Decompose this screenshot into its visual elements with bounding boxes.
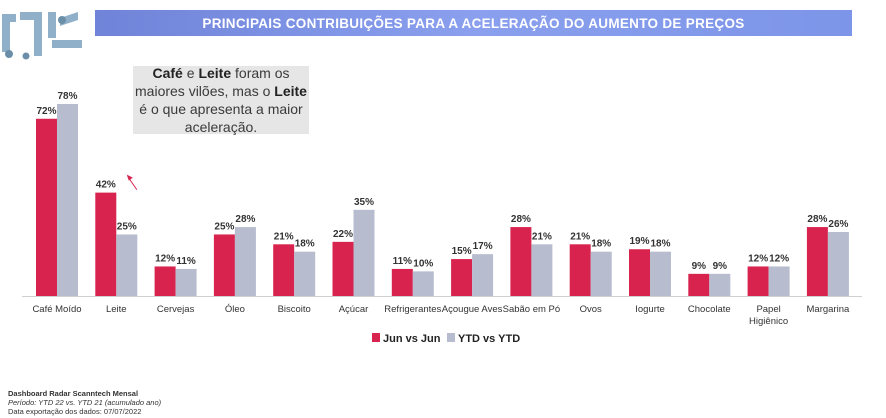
x-tick-label-3: Óleo [225, 304, 245, 315]
callout-text-middle: foram os maiores vilões, mas o [135, 65, 290, 99]
x-tick-label-0: Café Moído [32, 304, 81, 315]
x-tick-label-9: Ovos [580, 304, 602, 315]
bar-jun-10 [629, 249, 650, 296]
legend-label-1: YTD vs YTD [458, 333, 520, 345]
data-label-ytd-9: 18% [591, 239, 611, 250]
data-label-ytd-6: 10% [413, 258, 433, 269]
bar-ytd-6 [412, 271, 434, 296]
bar-jun-5 [332, 241, 354, 296]
bar-ytd-0 [57, 104, 78, 296]
bar-ytd-10 [650, 251, 671, 296]
footer-line-period: Período: YTD 22 vs. YTD 21 (acumulado an… [8, 398, 162, 407]
callout-bold-cafe: Café [152, 65, 183, 81]
bar-ytd-9 [590, 251, 612, 296]
data-label-ytd-2: 11% [176, 256, 196, 267]
footer-line-source: Dashboard Radar Scanntech Mensal [8, 389, 139, 398]
data-label-jun-8: 28% [511, 214, 531, 225]
data-label-ytd-5: 35% [354, 197, 374, 208]
data-label-ytd-4: 18% [295, 239, 315, 250]
x-tick-label-11: Chocolate [688, 304, 731, 315]
callout-arrow-head [126, 174, 133, 181]
page-title: PRINCIPAIS CONTRIBUIÇÕES PARA A ACELERAÇ… [202, 15, 745, 31]
bar-ytd-11 [709, 273, 731, 296]
x-tick-label-1: Leite [106, 304, 127, 315]
bar-jun-6 [391, 268, 413, 296]
x-tick-label-6: Refrigerantes [384, 304, 441, 315]
callout-text-end: é o que apresenta a maior aceleração. [139, 101, 303, 135]
bar-jun-3 [213, 234, 235, 296]
data-label-ytd-13: 26% [828, 219, 848, 230]
x-tick-label-10: Iogurte [635, 304, 665, 315]
bar-ytd-5 [353, 209, 375, 296]
legend-swatch-0 [372, 333, 380, 342]
x-tick-label-4: Biscoito [278, 304, 311, 315]
footer-line-export-date: Data exportação dos dados: 07/07/2022 [8, 407, 142, 416]
data-label-ytd-1: 25% [117, 221, 137, 232]
legend-swatch-1 [447, 333, 455, 342]
bar-ytd-13 [827, 232, 849, 296]
footer-notes: Dashboard Radar Scanntech Mensal Período… [8, 389, 161, 416]
data-label-ytd-12: 12% [769, 253, 789, 264]
x-tick-label-7: Açougue Aves [442, 304, 503, 315]
bar-ytd-1 [116, 234, 138, 296]
data-label-jun-0: 72% [36, 106, 56, 117]
callout-text: Café e Leite foram os maiores vilões, ma… [133, 64, 309, 136]
title-bar: PRINCIPAIS CONTRIBUIÇÕES PARA A ACELERAÇ… [95, 10, 852, 36]
data-label-ytd-7: 17% [473, 241, 493, 252]
bar-ytd-4 [294, 251, 316, 296]
data-label-jun-12: 12% [748, 253, 768, 264]
x-tick-label-13: Margarina [807, 304, 850, 315]
bar-jun-7 [451, 259, 473, 296]
data-label-ytd-11: 9% [713, 261, 728, 272]
data-label-jun-13: 28% [807, 214, 827, 225]
data-label-jun-6: 11% [393, 256, 413, 267]
x-tick-label-12-line2: Higiênico [749, 316, 788, 327]
rjz-logo [2, 12, 82, 60]
data-label-jun-3: 25% [214, 221, 234, 232]
bar-jun-9 [569, 244, 591, 296]
data-label-ytd-3: 28% [235, 214, 255, 225]
bar-ytd-3 [234, 227, 256, 296]
data-label-jun-11: 9% [692, 261, 707, 272]
bar-jun-8 [510, 227, 532, 296]
data-label-jun-7: 15% [452, 246, 472, 257]
bar-jun-4 [273, 244, 295, 296]
data-label-jun-10: 19% [629, 236, 649, 247]
data-label-ytd-10: 18% [650, 239, 670, 250]
data-label-jun-5: 22% [333, 229, 353, 240]
bar-ytd-12 [768, 266, 790, 296]
bar-ytd-7 [472, 254, 494, 296]
data-label-jun-1: 42% [96, 180, 116, 191]
data-label-ytd-8: 21% [532, 231, 552, 242]
bar-ytd-8 [531, 244, 553, 296]
x-tick-label-5: Açúcar [339, 304, 369, 315]
data-label-jun-4: 21% [274, 231, 294, 242]
data-label-jun-2: 12% [155, 253, 175, 264]
x-tick-label-2: Cervejas [157, 304, 195, 315]
bar-jun-0 [36, 118, 57, 297]
data-label-ytd-0: 78% [57, 91, 77, 102]
data-label-jun-9: 21% [570, 231, 590, 242]
bar-jun-1 [95, 192, 117, 296]
bar-jun-13 [806, 227, 828, 296]
bar-ytd-2 [175, 268, 197, 296]
bar-jun-11 [688, 273, 710, 296]
bar-jun-2 [154, 266, 176, 296]
callout-bold-leite-2: Leite [274, 83, 307, 99]
callout-box: Café e Leite foram os maiores vilões, ma… [133, 64, 309, 136]
callout-text-connector: e [182, 65, 199, 81]
legend-label-0: Jun vs Jun [383, 333, 441, 345]
x-tick-label-8: Sabão em Pó [503, 304, 561, 315]
callout-bold-leite: Leite [198, 65, 232, 81]
x-tick-label-12: Papel [756, 304, 780, 315]
bar-jun-12 [747, 266, 769, 296]
